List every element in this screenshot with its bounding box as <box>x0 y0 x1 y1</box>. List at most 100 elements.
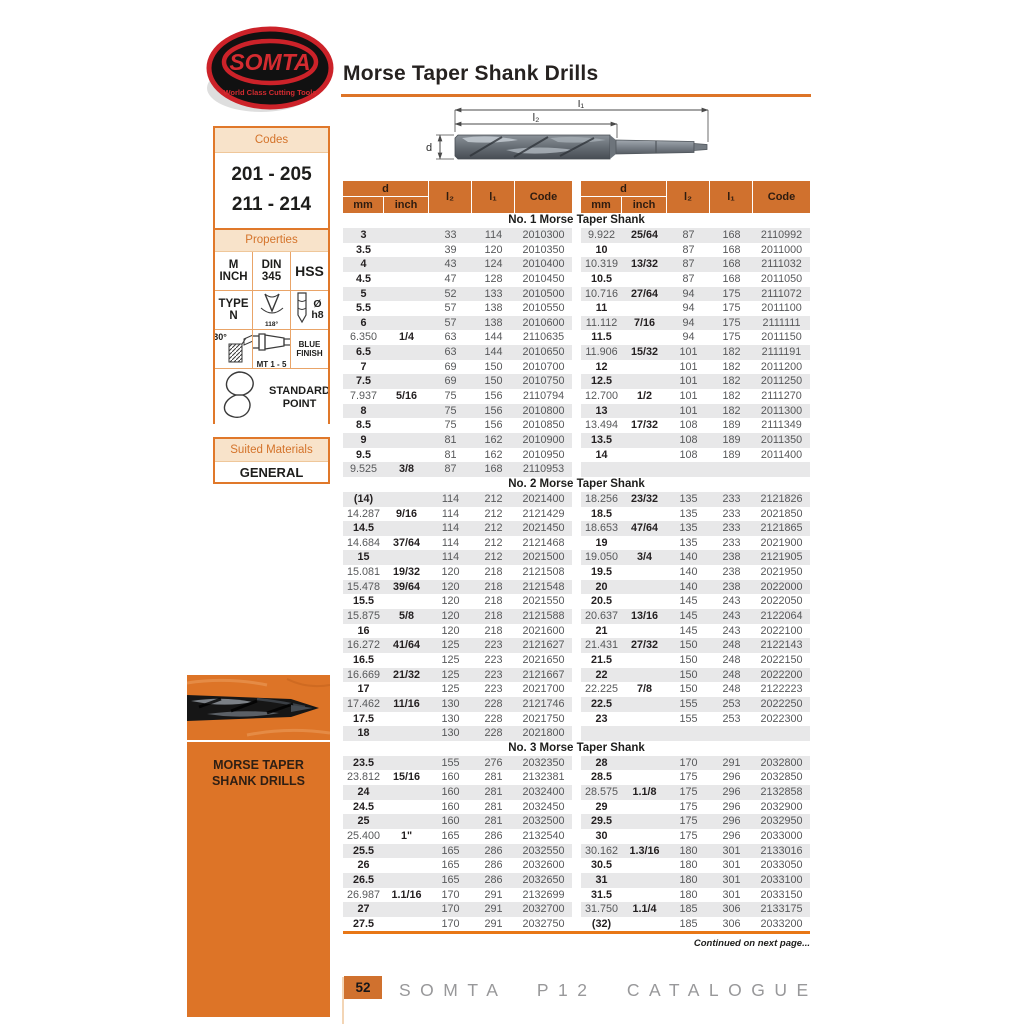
inch-cell: 25/64 <box>630 229 659 241</box>
table-headers: d mm inch l₂ l₁ Code d mm inch l₂ l₁ Cod… <box>343 181 810 213</box>
l2-cell: 75 <box>444 404 457 417</box>
code-cell: 2021500 <box>522 551 565 564</box>
code-cell: 2010900 <box>522 433 565 446</box>
mm-cell: 10.716 <box>584 287 619 300</box>
code-cell: 2022250 <box>760 697 803 710</box>
mm-cell: 12 <box>595 360 608 373</box>
table-row: 21 145 243 2022100 <box>581 623 810 639</box>
l2-cell: 175 <box>679 800 698 813</box>
l2-cell: 135 <box>679 507 698 520</box>
inch-cell: 1.1/4 <box>632 903 657 916</box>
table-row: 19 135 233 2021900 <box>581 535 810 551</box>
l1-cell: 243 <box>722 595 741 608</box>
inch-cell <box>622 330 667 345</box>
mm-cell: 18.256 <box>584 492 619 505</box>
l2-cell <box>667 726 710 741</box>
l1-cell: 182 <box>722 346 741 359</box>
mm-cell: 8.5 <box>355 419 371 432</box>
l1-cell: 223 <box>484 639 503 652</box>
mm-cell: 21 <box>595 624 608 637</box>
table-row: 28.575 1.1/8 175 296 2132858 <box>581 785 810 800</box>
l1-cell: 238 <box>722 580 741 593</box>
l2-cell: 114 <box>441 507 460 520</box>
category-panel: MORSE TAPER SHANK DRILLS <box>187 675 330 1017</box>
l1-cell: 276 <box>484 756 503 769</box>
point-118-icon <box>258 293 286 324</box>
code-cell: 2010550 <box>522 302 565 315</box>
table-row: 10.5 87 168 2011050 <box>581 271 810 287</box>
property-text: TYPE N <box>218 298 248 323</box>
table-left: 3 33 114 2010300 3.5 39 120 2010350 4 43 124 201040… <box>343 228 572 477</box>
table-row: 29.5 175 296 2032950 <box>581 814 810 829</box>
l2-cell: 108 <box>679 448 698 461</box>
mm-cell: 10.319 <box>584 258 619 271</box>
table-row: 15.081 19/32 120 218 2121508 <box>343 565 572 580</box>
code-cell: 2011300 <box>760 404 803 417</box>
inch-cell <box>384 902 429 917</box>
l1-cell: 281 <box>484 815 503 828</box>
code-cell: 2121429 <box>522 507 565 520</box>
mm-cell: 10 <box>595 243 608 256</box>
table-row: 27.5 170 291 2032750 <box>343 916 572 932</box>
code-cell: 2011000 <box>760 243 803 256</box>
code-cell: 2032550 <box>522 844 565 857</box>
mm-cell: 29 <box>595 800 608 813</box>
mm-cell: 31 <box>595 873 608 886</box>
col-header-mm: mm <box>343 197 383 213</box>
l1-cell: 128 <box>484 272 503 285</box>
code-cell: 2032400 <box>522 786 565 799</box>
mm-cell: 9 <box>360 433 367 446</box>
inch-cell: 19/32 <box>392 566 421 579</box>
l2-cell <box>667 462 710 477</box>
mm-cell: 12.700 <box>584 390 619 403</box>
inch-cell <box>622 917 667 932</box>
code-cell: 2032500 <box>522 815 565 828</box>
l2-cell: 81 <box>444 448 457 461</box>
inch-cell <box>384 316 429 331</box>
l2-cell: 87 <box>682 243 695 256</box>
table-row: 18.256 23/32 135 233 2121826 <box>581 491 810 507</box>
l2-cell: 101 <box>679 346 698 359</box>
l2-cell: 175 <box>679 771 698 784</box>
inch-cell <box>622 433 667 448</box>
l2-cell: 165 <box>441 873 460 886</box>
l2-cell: 108 <box>679 433 698 446</box>
table-row: 22 150 248 2022200 <box>581 667 810 683</box>
table-row: 27 170 291 2032700 <box>343 902 572 917</box>
l2-cell: 150 <box>679 653 698 666</box>
property-din-345: DIN 345 <box>253 252 290 290</box>
code-cell: 2010350 <box>522 243 565 256</box>
l1-cell: 301 <box>722 844 741 857</box>
table-row: 23 155 253 2022300 <box>581 711 810 727</box>
code-cell: 2032600 <box>522 859 565 872</box>
l2-cell: 155 <box>441 756 460 769</box>
mm-cell: 6.5 <box>355 346 371 359</box>
property-text-line: FINISH <box>296 349 323 358</box>
l1-cell: 218 <box>484 580 503 593</box>
table-row: 22.225 7/8 150 248 2122223 <box>581 682 810 697</box>
table-header-right: d mm inch l₂ l₁ Code <box>581 181 810 213</box>
inch-cell <box>384 800 429 815</box>
property-label: STANDARD POINT <box>269 384 328 410</box>
code-cell: 2021800 <box>522 727 565 740</box>
mm-cell: 26.987 <box>346 888 381 901</box>
code-cell: 2132540 <box>522 829 565 842</box>
code-cell: 2010500 <box>522 287 565 300</box>
code-cell: 2021700 <box>522 683 565 696</box>
mm-cell: 6.350 <box>349 331 378 344</box>
table-right: 28 170 291 2032800 28.5 175 296 2032850 28.575 1.… <box>581 755 810 932</box>
table-body: No. 1 Morse Taper Shank 3 33 114 2010300 3.5 3… <box>343 213 810 932</box>
property-text-line: M <box>228 258 239 271</box>
codes-box-title: Codes <box>215 128 328 153</box>
l1-cell: 281 <box>484 800 503 813</box>
mm-cell: 5.5 <box>355 302 371 315</box>
table-row: 31.750 1.1/4 185 306 2133175 <box>581 902 810 917</box>
l2-cell: 57 <box>444 316 457 329</box>
inch-cell <box>622 507 667 522</box>
inch-cell: 1.3/16 <box>629 844 660 857</box>
inch-cell <box>622 770 667 785</box>
l2-cell: 125 <box>441 683 460 696</box>
l1-cell: 212 <box>484 507 503 520</box>
mm-cell: 24 <box>357 786 370 799</box>
